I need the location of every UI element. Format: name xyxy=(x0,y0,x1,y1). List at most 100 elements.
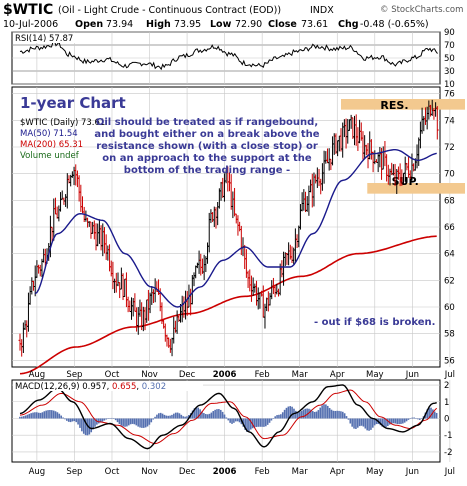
macd-histogram-bar xyxy=(311,411,314,419)
macd-histogram-bar xyxy=(201,411,203,419)
chg-label: Chg xyxy=(338,19,359,30)
macd-histogram-bar xyxy=(233,418,235,423)
x-tick-label: Dec xyxy=(179,467,196,477)
macd-histogram-bar xyxy=(411,417,414,419)
macd-histogram-bar xyxy=(403,418,406,423)
macd-histogram-bar xyxy=(97,418,100,424)
macd-histogram-bar xyxy=(223,414,226,419)
x-axis-lower: Aug Sep Oct Nov Dec 2006 Feb Mar Apr May Jun Jul xyxy=(29,467,455,477)
price-tick-label: 74 xyxy=(444,116,455,126)
macd-histogram-bar xyxy=(51,410,53,419)
macd-histogram-bar xyxy=(173,413,175,419)
macd-histogram-bar xyxy=(186,416,188,419)
price-tick-label: 56 xyxy=(444,356,455,366)
macd-histogram-bar xyxy=(338,410,340,419)
macd-histogram-bar xyxy=(315,411,318,419)
macd-histogram-bar xyxy=(310,409,312,419)
macd-histogram-bar xyxy=(375,418,378,425)
legend-volume: Volume undef xyxy=(20,151,80,161)
macd-histogram-bar xyxy=(71,418,74,422)
macd-histogram-bar xyxy=(34,412,36,419)
price-tick-label: 72 xyxy=(444,143,455,153)
chart-period-title: 1-year Chart xyxy=(20,94,126,112)
macd-histogram-bar xyxy=(43,411,46,419)
price-grid xyxy=(12,87,451,367)
macd-histogram-bar xyxy=(219,409,222,419)
chg-value: -0.48 (-0.65%) xyxy=(360,19,429,30)
macd-histogram-bar xyxy=(66,418,68,421)
macd-histogram-bar xyxy=(39,412,42,419)
high-value: 73.95 xyxy=(174,19,201,30)
price-tick-label: 58 xyxy=(444,330,455,340)
rsi-panel: RSI(14) 57.87 90 70 50 30 10 xyxy=(11,28,455,90)
macd-histogram-bar xyxy=(99,418,102,423)
macd-histogram-bar xyxy=(227,418,230,421)
macd-histogram-bar xyxy=(285,407,288,419)
macd-histogram-bar xyxy=(368,418,370,431)
macd-histogram-bar xyxy=(341,411,344,419)
macd-histogram-bar xyxy=(300,411,303,419)
macd-line xyxy=(19,384,437,450)
x-tick-label: Apr xyxy=(330,370,345,380)
macd-histogram-bar xyxy=(107,418,109,419)
macd-histogram-bar xyxy=(283,409,286,419)
macd-histogram-bar xyxy=(112,418,115,419)
price-tick-label: 60 xyxy=(444,303,455,313)
macd-histogram-bar xyxy=(146,418,149,427)
macd-histogram-bar xyxy=(289,406,292,419)
macd-histogram-bar xyxy=(126,418,128,427)
support-zone xyxy=(367,183,465,194)
symbol-description: (Oil - Light Crude - Continuous Contract… xyxy=(58,5,281,16)
x-tick-label: Jun xyxy=(405,370,419,380)
macd-histogram-bar xyxy=(274,416,276,419)
macd-histogram-bar xyxy=(210,412,213,419)
macd-histogram-bar xyxy=(332,410,335,419)
macd-histogram-bar xyxy=(77,418,79,425)
macd-histogram-bar xyxy=(435,412,438,419)
macd-histogram-bar xyxy=(306,408,308,419)
macd-histogram-bar xyxy=(109,417,111,419)
macd-histogram-bar xyxy=(430,407,432,419)
macd-histogram-bar xyxy=(225,417,228,419)
macd-histogram-bar xyxy=(148,418,151,425)
x-tick-label: 2006 xyxy=(213,370,237,380)
macd-histogram-bar xyxy=(54,411,57,419)
macd-histogram-bar xyxy=(171,414,173,419)
macd-histogram-bar xyxy=(67,418,70,422)
macd-histogram-bar xyxy=(28,413,31,419)
macd-histogram-bar xyxy=(64,418,66,420)
macd-histogram-bar xyxy=(208,413,211,419)
rsi-tick-label: 10 xyxy=(444,80,455,90)
price-tick-label: 70 xyxy=(444,170,455,180)
macd-histogram-bar xyxy=(197,407,200,419)
macd-histogram-bar xyxy=(69,418,72,423)
open-value: 73.94 xyxy=(106,19,133,30)
macd-histogram-bar xyxy=(20,416,23,419)
macd-histogram-bar xyxy=(238,418,241,423)
macd-histogram-bar xyxy=(383,418,385,428)
macd-histogram-bar xyxy=(26,414,29,419)
x-tick-label: Aug xyxy=(29,370,46,380)
macd-histogram-bar xyxy=(88,418,91,435)
x-tick-label: Mar xyxy=(292,370,309,380)
close-label: Close xyxy=(268,19,297,30)
macd-histogram-bar xyxy=(203,413,205,419)
x-tick-label: Mar xyxy=(292,467,309,477)
macd-histogram-bar xyxy=(32,412,34,419)
macd-histogram-bar xyxy=(118,418,121,425)
macd-histogram-bar xyxy=(390,418,393,424)
macd-histogram-bar xyxy=(362,418,365,427)
rsi-axis: 90 70 50 30 10 xyxy=(444,28,455,90)
resistance-label: RES. xyxy=(380,99,408,112)
macd-histogram-bar xyxy=(101,418,104,422)
rsi-tick-label: 30 xyxy=(444,67,455,77)
macd-histogram-bar xyxy=(129,418,132,425)
macd-histogram-bar xyxy=(392,418,395,424)
ma200-line xyxy=(19,235,437,375)
macd-histogram-bar xyxy=(176,412,179,419)
macd-histogram-bar xyxy=(428,407,430,419)
macd-histogram-bar xyxy=(433,411,436,419)
macd-histogram-bar xyxy=(420,418,423,419)
macd-histogram-bar xyxy=(75,418,78,423)
